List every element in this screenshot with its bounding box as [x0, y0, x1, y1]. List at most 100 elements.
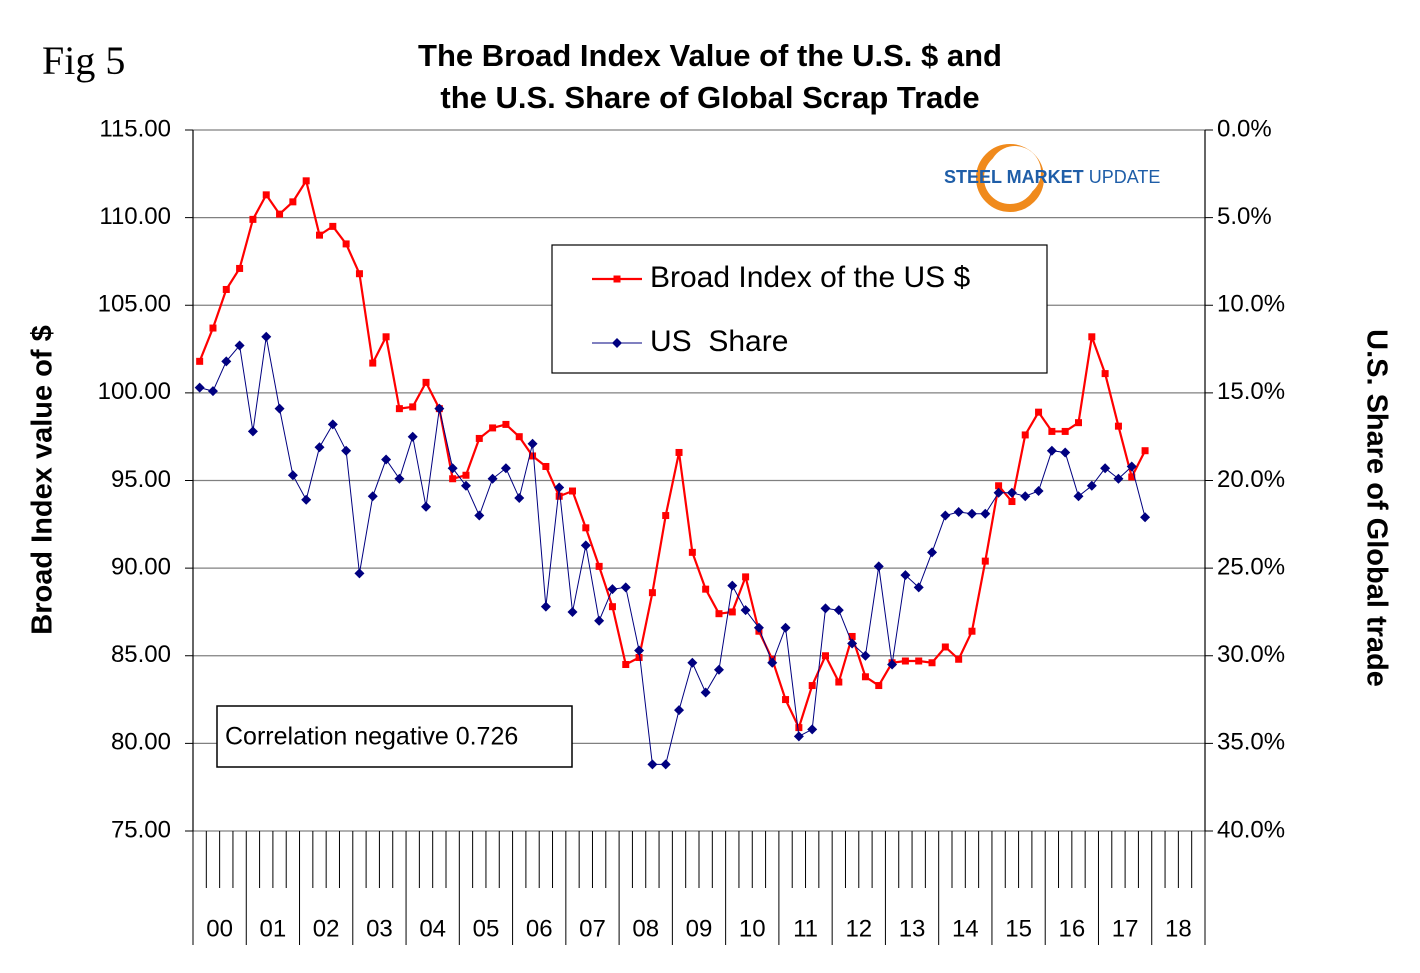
point: [835, 678, 843, 686]
point: [688, 548, 696, 556]
point: [622, 661, 630, 669]
series-line: [198, 178, 1147, 731]
point: [993, 487, 1004, 498]
point: [873, 561, 884, 572]
point: [955, 655, 963, 663]
x-tick-label: 05: [473, 915, 500, 942]
point: [314, 442, 325, 453]
y-tick-label: 115.00: [99, 115, 171, 142]
point: [941, 643, 949, 651]
logo-text: STEEL MARKET UPDATE: [944, 167, 1160, 187]
x-tick-label: 14: [952, 915, 979, 942]
point: [1140, 512, 1151, 523]
point: [1088, 333, 1096, 341]
point: [367, 491, 378, 502]
point: [847, 638, 858, 649]
point: [995, 482, 1003, 490]
figure-label: Fig 5: [42, 38, 125, 83]
point: [449, 475, 457, 483]
x-tick-label: 16: [1058, 915, 1085, 942]
point: [316, 231, 323, 239]
point: [327, 419, 338, 430]
point: [502, 420, 510, 428]
x-tick-label: 10: [739, 915, 766, 942]
y2-tick-label: 40.0%: [1217, 816, 1285, 843]
point: [234, 340, 245, 351]
point: [1061, 427, 1069, 435]
point: [860, 650, 871, 661]
point: [394, 473, 405, 484]
x-tick-label: 00: [206, 915, 233, 942]
x-tick-label: 08: [632, 915, 659, 942]
y2-tick-label: 35.0%: [1217, 729, 1285, 756]
point: [329, 222, 337, 230]
point: [887, 659, 898, 670]
logo-ring-inner: [989, 146, 1041, 198]
x-tick-label: 11: [793, 915, 818, 942]
point: [249, 215, 257, 223]
point: [647, 759, 658, 770]
point: [715, 610, 723, 618]
point: [795, 724, 803, 732]
x-tick-label: 02: [313, 915, 340, 942]
point: [475, 434, 483, 442]
point: [515, 433, 523, 441]
point: [928, 659, 936, 667]
point: [302, 177, 310, 185]
point: [1100, 463, 1111, 474]
y-axis-label: Broad Index value of $: [27, 325, 59, 634]
point: [287, 470, 298, 481]
point: [612, 338, 622, 348]
point: [1128, 473, 1136, 481]
point: [848, 632, 856, 640]
point: [875, 682, 883, 690]
point: [527, 438, 538, 449]
point: [421, 501, 432, 512]
point: [953, 507, 964, 518]
legend-label: US Share: [650, 325, 788, 358]
point: [966, 508, 977, 519]
point: [620, 582, 631, 593]
point: [1060, 447, 1071, 458]
point: [460, 480, 471, 491]
x-tick-label: 01: [260, 915, 287, 942]
point: [355, 270, 363, 278]
y2-tick-label: 30.0%: [1217, 641, 1285, 668]
point: [354, 568, 365, 579]
point: [807, 724, 818, 735]
point: [274, 403, 285, 414]
point: [301, 494, 312, 505]
point: [913, 582, 924, 593]
point: [808, 682, 816, 690]
y2-tick-label: 5.0%: [1217, 203, 1272, 230]
point: [1086, 480, 1097, 491]
point: [434, 403, 445, 414]
point: [968, 627, 976, 635]
point: [569, 487, 576, 495]
point: [1035, 408, 1043, 416]
point: [700, 687, 711, 698]
y2-tick-label: 0.0%: [1217, 115, 1272, 142]
point: [662, 512, 670, 520]
y-tick-label: 95.00: [111, 466, 171, 493]
point: [753, 622, 764, 633]
point: [675, 448, 683, 456]
point: [554, 482, 565, 493]
point: [1075, 419, 1082, 427]
point: [607, 584, 618, 595]
point: [555, 492, 563, 500]
series-line: [199, 336, 1146, 765]
point: [613, 275, 621, 283]
point: [1033, 486, 1044, 497]
point: [500, 463, 511, 474]
point: [900, 570, 911, 581]
y-tick-label: 110.00: [99, 203, 171, 230]
point: [369, 359, 377, 367]
legend-box: [551, 244, 1048, 374]
point: [1048, 427, 1056, 435]
point: [342, 240, 350, 248]
x-tick-label: 15: [1005, 915, 1032, 942]
point: [742, 573, 750, 581]
x-tick-label: 13: [899, 915, 926, 942]
